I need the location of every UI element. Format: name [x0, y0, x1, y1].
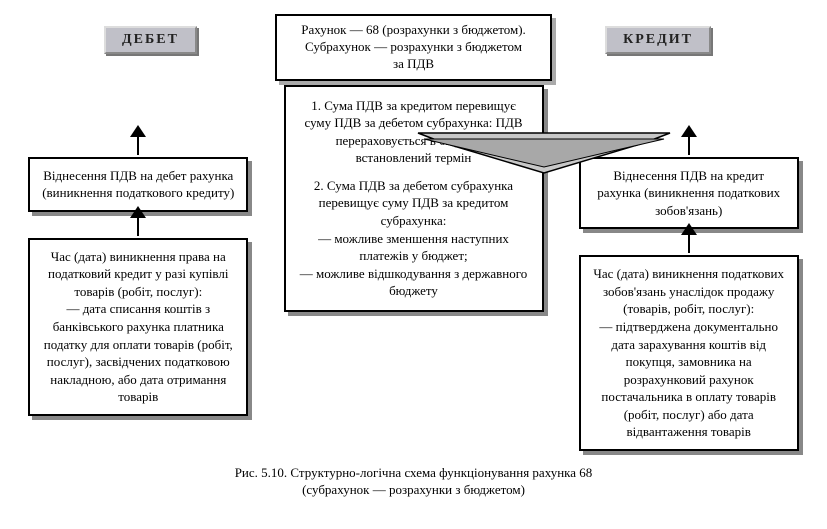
- left-upper-box: Віднесення ПДВ на дебет рахунка (виникне…: [28, 157, 248, 212]
- left-lower-box: Час (дата) виникнення права на податкови…: [28, 238, 248, 416]
- caption-line1: Рис. 5.10. Структурно-логічна схема функ…: [12, 465, 815, 482]
- credit-label: КРЕДИТ: [605, 26, 711, 54]
- center-p2: 2. Сума ПДВ за дебетом субрахунка переви…: [298, 177, 530, 300]
- header-box: Рахунок — 68 (розрахунки з бюджетом). Су…: [275, 14, 552, 81]
- center-column: 1. Сума ПДВ за кредитом перевищує суму П…: [275, 131, 553, 451]
- right-lower-box: Час (дата) виникнення податкових зобов'я…: [579, 255, 799, 450]
- columns: Віднесення ПДВ на дебет рахунка (виникне…: [12, 131, 815, 451]
- center-box: 1. Сума ПДВ за кредитом перевищує суму П…: [284, 85, 544, 312]
- arrow-up-icon: [688, 133, 690, 155]
- arrow-up-icon: [137, 133, 139, 155]
- arrow-up-icon: [688, 231, 690, 253]
- debit-label: ДЕБЕТ: [104, 26, 197, 54]
- header-line2: Субрахунок — розрахунки з бюджетом: [301, 39, 526, 56]
- figure-caption: Рис. 5.10. Структурно-логічна схема функ…: [12, 465, 815, 499]
- left-column: Віднесення ПДВ на дебет рахунка (виникне…: [12, 131, 265, 451]
- right-column: Віднесення ПДВ на кредит рахунка (виникн…: [562, 131, 815, 451]
- caption-line2: (субрахунок — розрахунки з бюджетом): [12, 482, 815, 499]
- header-line3: за ПДВ: [301, 56, 526, 73]
- arrow-up-icon: [137, 214, 139, 236]
- header-line1: Рахунок — 68 (розрахунки з бюджетом).: [301, 22, 526, 39]
